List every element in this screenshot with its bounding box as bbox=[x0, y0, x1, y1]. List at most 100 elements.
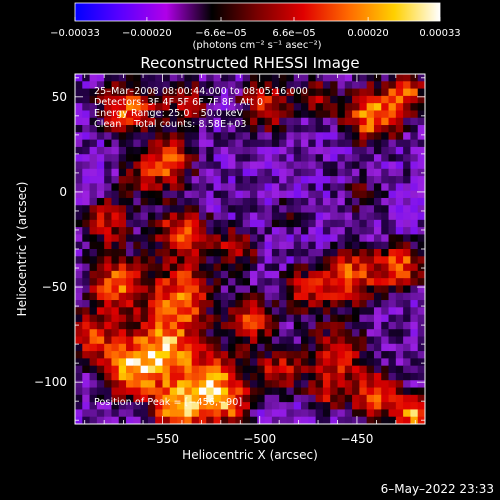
heatmap-pixel bbox=[82, 416, 90, 424]
heatmap-pixel bbox=[213, 387, 222, 396]
heatmap-pixel bbox=[410, 154, 419, 162]
heatmap-pixel bbox=[228, 117, 236, 126]
heatmap-pixel bbox=[330, 416, 338, 424]
heatmap-pixel bbox=[279, 139, 287, 148]
heatmap-pixel bbox=[315, 161, 324, 170]
heatmap-pixel bbox=[155, 249, 163, 257]
heatmap-pixel bbox=[315, 380, 324, 388]
heatmap-pixel bbox=[177, 81, 185, 89]
heatmap-pixel bbox=[257, 88, 265, 97]
heatmap-pixel bbox=[286, 197, 295, 206]
heatmap-pixel bbox=[89, 394, 98, 403]
heatmap-pixel bbox=[133, 241, 142, 250]
heatmap-pixel bbox=[104, 103, 112, 111]
heatmap-pixel bbox=[126, 409, 134, 418]
heatmap-pixel bbox=[75, 234, 83, 243]
heatmap-pixel bbox=[89, 321, 98, 330]
heatmap-pixel bbox=[82, 219, 90, 228]
heatmap-pixel bbox=[417, 117, 425, 126]
heatmap-pixel bbox=[177, 263, 185, 272]
heatmap-pixel bbox=[417, 409, 425, 418]
heatmap-pixel bbox=[198, 81, 207, 89]
heatmap-pixel bbox=[242, 154, 251, 162]
heatmap-pixel bbox=[257, 270, 265, 279]
heatmap-pixel bbox=[308, 176, 317, 184]
heatmap-pixel bbox=[104, 365, 112, 374]
heatmap-pixel bbox=[286, 292, 295, 301]
heatmap-pixel bbox=[89, 285, 98, 294]
heatmap-pixel bbox=[337, 103, 346, 111]
heatmap-pixel bbox=[140, 132, 149, 141]
heatmap-pixel bbox=[359, 103, 368, 111]
heatmap-pixel bbox=[315, 227, 324, 235]
heatmap-pixel bbox=[75, 409, 83, 418]
heatmap-pixel bbox=[118, 358, 127, 367]
heatmap-pixel bbox=[417, 212, 425, 221]
heatmap-pixel bbox=[395, 139, 404, 148]
heatmap-pixel bbox=[403, 314, 411, 323]
heatmap-pixel bbox=[264, 343, 273, 352]
heatmap-pixel bbox=[147, 329, 156, 337]
heatmap-pixel bbox=[242, 270, 251, 279]
heatmap-pixel bbox=[381, 205, 389, 213]
heatmap-pixel bbox=[373, 125, 382, 133]
heatmap-pixel bbox=[301, 88, 309, 97]
heatmap-pixel bbox=[228, 146, 236, 155]
heatmap-pixel bbox=[184, 212, 193, 221]
heatmap-pixel bbox=[257, 372, 265, 381]
heatmap-pixel bbox=[118, 241, 127, 250]
heatmap-pixel bbox=[337, 358, 346, 367]
heatmap-pixel bbox=[162, 227, 171, 235]
heatmap-pixel bbox=[359, 190, 368, 199]
heatmap-pixel bbox=[301, 380, 309, 388]
heatmap-pixel bbox=[403, 292, 411, 301]
heatmap-pixel bbox=[82, 256, 90, 264]
heatmap-pixel bbox=[228, 336, 236, 345]
heatmap-pixel bbox=[118, 81, 127, 89]
heatmap-pixel bbox=[257, 300, 265, 308]
heatmap-pixel bbox=[169, 387, 178, 396]
heatmap-pixel bbox=[162, 351, 171, 359]
heatmap-pixel bbox=[89, 372, 98, 381]
heatmap-pixel bbox=[177, 307, 185, 316]
heatmap-pixel bbox=[293, 81, 302, 89]
heatmap-pixel bbox=[257, 365, 265, 374]
heatmap-pixel bbox=[293, 394, 302, 403]
heatmap-pixel bbox=[89, 103, 98, 111]
heatmap-pixel bbox=[264, 125, 273, 133]
heatmap-pixel bbox=[220, 74, 229, 82]
x-tick-label: −500 bbox=[243, 432, 276, 446]
heatmap-pixel bbox=[140, 329, 149, 337]
heatmap-pixel bbox=[155, 402, 163, 410]
heatmap-pixel bbox=[228, 409, 236, 418]
heatmap-pixel bbox=[169, 256, 178, 264]
heatmap-pixel bbox=[162, 409, 171, 418]
heatmap-pixel bbox=[257, 197, 265, 206]
heatmap-pixel bbox=[162, 292, 171, 301]
heatmap-pixel bbox=[155, 329, 163, 337]
heatmap-pixel bbox=[184, 358, 193, 367]
heatmap-pixel bbox=[213, 321, 222, 330]
heatmap-pixel bbox=[381, 176, 389, 184]
heatmap-pixel bbox=[75, 125, 83, 133]
heatmap-pixel bbox=[257, 95, 265, 104]
heatmap-pixel bbox=[228, 234, 236, 243]
heatmap-pixel bbox=[315, 351, 324, 359]
heatmap-pixel bbox=[111, 380, 120, 388]
heatmap-pixel bbox=[308, 74, 317, 82]
heatmap-pixel bbox=[206, 117, 214, 126]
heatmap-pixel bbox=[147, 161, 156, 170]
heatmap-pixel bbox=[198, 416, 207, 424]
heatmap-pixel bbox=[315, 139, 324, 148]
heatmap-pixel bbox=[155, 212, 163, 221]
heatmap-pixel bbox=[337, 402, 346, 410]
heatmap-pixel bbox=[315, 343, 324, 352]
heatmap-pixel bbox=[235, 307, 244, 316]
heatmap-pixel bbox=[155, 161, 163, 170]
heatmap-pixel bbox=[213, 241, 222, 250]
heatmap-pixel bbox=[322, 263, 331, 272]
heatmap-pixel bbox=[257, 256, 265, 264]
heatmap-pixel bbox=[315, 249, 324, 257]
heatmap-pixel bbox=[75, 394, 83, 403]
heatmap-pixel bbox=[111, 103, 120, 111]
